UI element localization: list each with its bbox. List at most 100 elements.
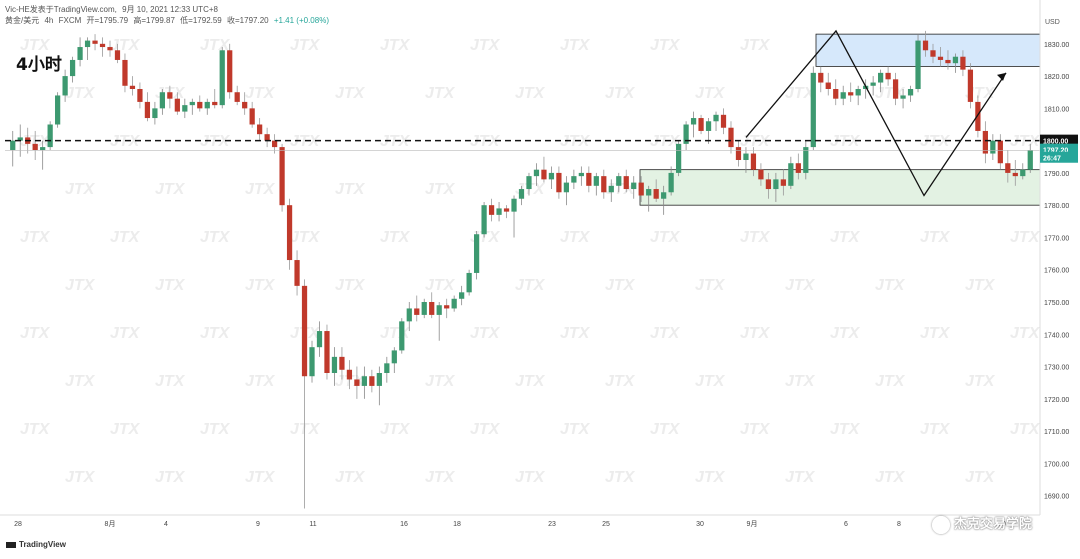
symbol-name[interactable]: 黄金/美元 — [5, 16, 40, 25]
time-tick-label: 8 — [897, 521, 901, 528]
candle-body — [361, 376, 368, 386]
watermark-text: JTX — [425, 181, 456, 198]
watermark-text: JTX — [245, 373, 276, 390]
time-tick-label: 18 — [453, 521, 461, 528]
candle-body — [705, 121, 712, 131]
watermark-text: JTX — [470, 133, 501, 150]
watermark-text: JTX — [470, 421, 501, 438]
watermark-text: JTX — [695, 277, 726, 294]
watermark-text: JTX — [785, 373, 816, 390]
watermark-text: JTX — [200, 229, 231, 246]
time-tick-label: 11 — [309, 521, 316, 528]
watermark-text: JTX — [695, 469, 726, 486]
watermark-text: JTX — [695, 85, 726, 102]
candle-body — [114, 50, 121, 60]
time-tick-label: 23 — [548, 521, 556, 528]
candle-body — [818, 72, 824, 83]
candle-body — [40, 147, 46, 151]
watermark-text: JTX — [830, 133, 861, 150]
candle-body — [271, 140, 278, 148]
candle-body — [922, 40, 929, 51]
price-tick-label: 1830.00 — [1044, 42, 1069, 49]
watermark-text: JTX — [560, 37, 591, 54]
brand-watermark: 杰克交易学院 — [932, 513, 1032, 534]
watermark-text: JTX — [920, 229, 951, 246]
candle-body — [294, 260, 300, 286]
watermark-text: JTX — [110, 229, 141, 246]
candle-body — [159, 92, 165, 109]
candle-body — [286, 205, 293, 261]
candle-body — [227, 50, 233, 93]
watermark-text: JTX — [560, 325, 591, 342]
candle-body — [750, 153, 757, 170]
price-tick-label: 1770.00 — [1044, 235, 1069, 242]
candle-body — [885, 72, 891, 80]
watermark-text: JTX — [1010, 229, 1041, 246]
candle-body — [878, 72, 884, 83]
candle-body — [683, 124, 689, 144]
candle-body — [548, 172, 555, 180]
candle-body — [152, 108, 158, 119]
watermark-text: JTX — [290, 421, 321, 438]
candle-body — [945, 59, 951, 64]
wechat-icon — [932, 515, 950, 534]
candle-body — [129, 85, 136, 89]
watermark-text: JTX — [740, 229, 771, 246]
watermark-text: JTX — [290, 133, 321, 150]
tradingview-logo[interactable]: TradingView — [6, 540, 66, 549]
time-tick-label: 10 — [998, 521, 1006, 528]
candle-body — [249, 108, 255, 125]
candle-body — [765, 179, 772, 190]
candle-body — [720, 114, 727, 128]
watermark-text: JTX — [110, 133, 141, 150]
candle-body — [937, 56, 944, 60]
candle-body — [511, 198, 517, 212]
open-value: 开=1795.79 — [86, 16, 129, 25]
price-tick-label: 1700.00 — [1044, 461, 1069, 468]
watermark-text: JTX — [65, 469, 96, 486]
candle-body — [466, 272, 472, 293]
time-tick-label: 25 — [602, 521, 610, 528]
candle-body — [459, 292, 465, 299]
watermark-text: JTX — [380, 325, 411, 342]
brand-text: 杰克交易学院 — [954, 517, 1033, 532]
candle-body — [10, 140, 16, 151]
watermark-text: JTX — [110, 421, 141, 438]
watermark-text: JTX — [20, 325, 51, 342]
time-tick-label: 8月 — [105, 520, 116, 528]
watermark-text: JTX — [1010, 133, 1041, 150]
candle-body — [242, 101, 248, 109]
candle-body — [892, 79, 899, 99]
watermark-text: JTX — [470, 37, 501, 54]
high-value: 高=1799.87 — [133, 16, 175, 25]
watermark-text: JTX — [380, 421, 411, 438]
watermark-text: JTX — [245, 181, 276, 198]
watermark-text: JTX — [335, 277, 366, 294]
time-tick-label: 4 — [164, 521, 168, 528]
tradingview-mark-icon — [6, 541, 16, 548]
candle-body — [107, 47, 113, 51]
candle-body — [481, 205, 487, 235]
time-tick-label: 30 — [696, 521, 704, 528]
candle-body — [526, 176, 532, 190]
candle-body — [47, 124, 53, 148]
candle-body — [197, 101, 203, 109]
candle-body — [1005, 163, 1011, 173]
watermark-text: JTX — [65, 373, 96, 390]
price-tick-label: 1690.00 — [1044, 494, 1069, 501]
candle-body — [848, 92, 854, 96]
arrow-head — [997, 72, 1006, 81]
price-tick-label: 1750.00 — [1044, 300, 1069, 307]
candle-body — [451, 298, 457, 309]
candle-body — [421, 302, 427, 315]
watermark-text: JTX — [740, 37, 771, 54]
watermark-text: JTX — [560, 229, 591, 246]
watermark-text: JTX — [920, 325, 951, 342]
watermark-text: JTX — [650, 229, 681, 246]
interval[interactable]: 4h — [44, 16, 54, 25]
watermark-text: JTX — [515, 277, 546, 294]
watermark-text: JTX — [875, 469, 906, 486]
watermark-text: JTX — [65, 277, 96, 294]
